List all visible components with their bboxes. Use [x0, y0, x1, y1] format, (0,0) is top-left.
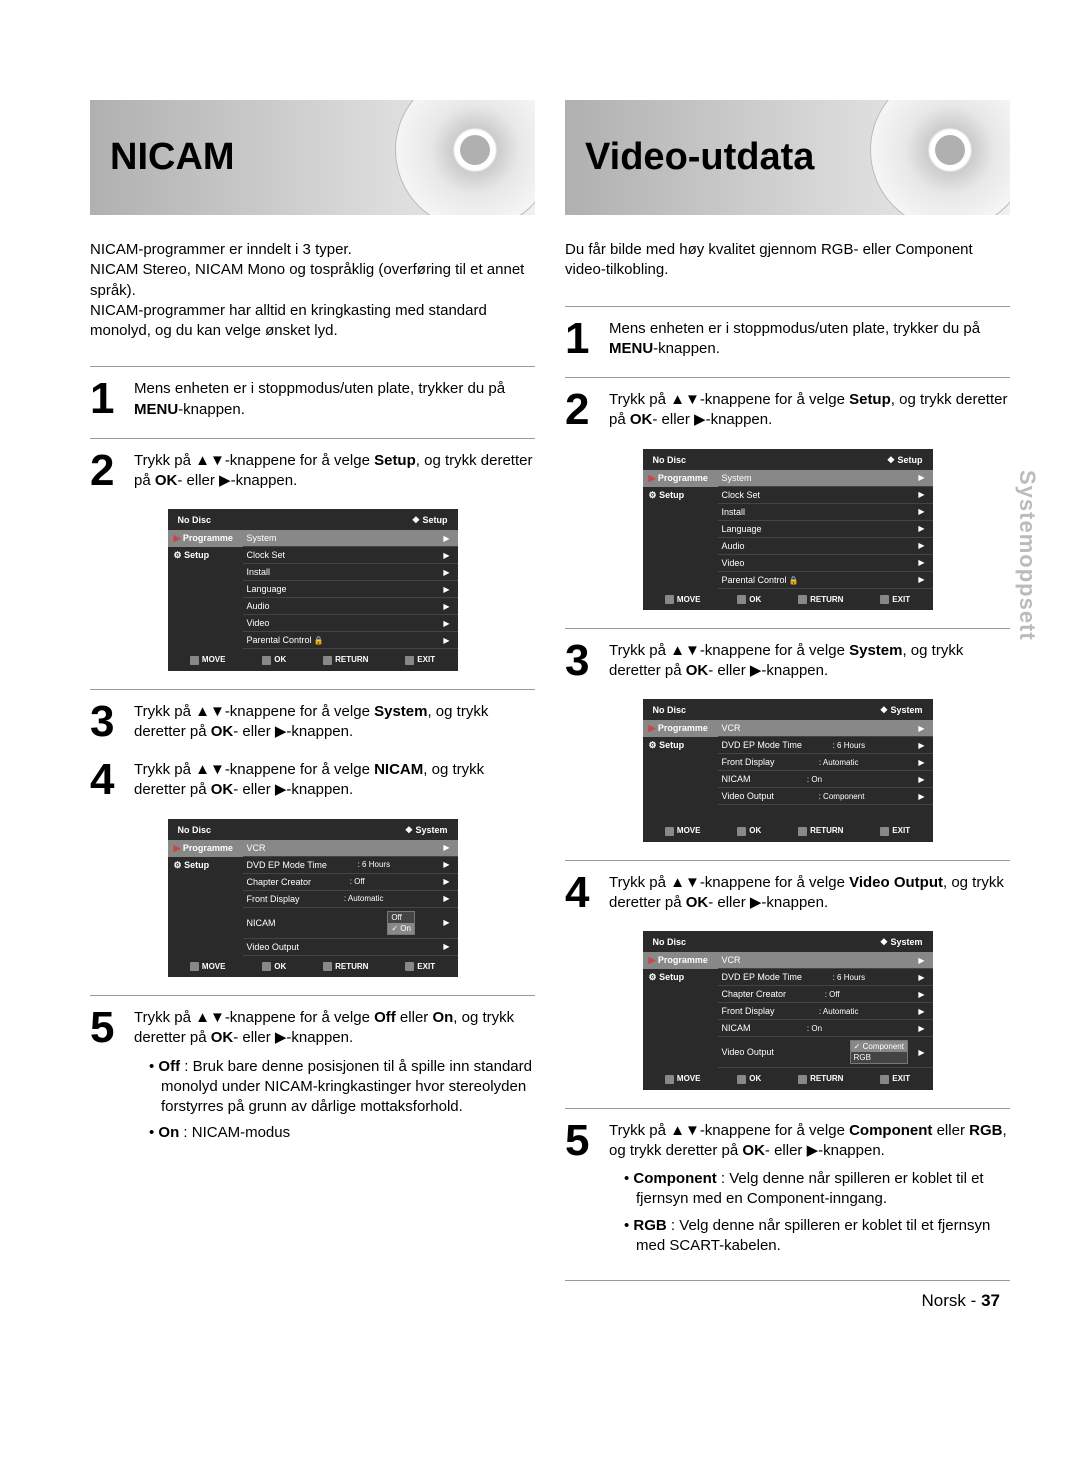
- left-title: NICAM: [110, 136, 235, 179]
- step-text: Trykk på ▲▼-knappene for å velge NICAM, …: [134, 760, 535, 801]
- right-step-2: 2 Trykk på ▲▼-knappene for å velge Setup…: [565, 377, 1010, 431]
- right-step-5: 5 Trykk på ▲▼-knappene for å velge Compo…: [565, 1108, 1010, 1263]
- right-intro: Du får bilde med høy kvalitet gjennom RG…: [565, 240, 1010, 281]
- left-step-2: 2 Trykk på ▲▼-knappene for å velge Setup…: [90, 438, 535, 492]
- disc-icon: [870, 100, 1010, 215]
- bottom-rule: [565, 1280, 1010, 1281]
- disc-icon: [395, 100, 535, 215]
- step-number: 4: [90, 760, 124, 801]
- step-text: Trykk på ▲▼-knappene for å velge Setup, …: [134, 451, 535, 492]
- side-tab: Systemoppsett: [1014, 470, 1040, 641]
- step-number: 1: [565, 319, 599, 360]
- step-number: 2: [565, 390, 599, 431]
- right-title: Video-utdata: [585, 136, 814, 179]
- left-step-3: 3 Trykk på ▲▼-knappene for å velge Syste…: [90, 689, 535, 743]
- step-text: Mens enheten er i stoppmodus/uten plate,…: [134, 379, 535, 420]
- option-rgb: RGB : Velg denne når spilleren er koblet…: [624, 1216, 1010, 1257]
- step-text: Trykk på ▲▼-knappene for å velge System,…: [609, 641, 1010, 682]
- left-column: NICAM NICAM-programmer er inndelt i 3 ty…: [90, 100, 535, 1311]
- step-text: Trykk på ▲▼-knappene for å velge Off ell…: [134, 1008, 535, 1150]
- step-number: 5: [90, 1008, 124, 1150]
- footer-sep: -: [971, 1291, 977, 1310]
- step-number: 4: [565, 873, 599, 914]
- step-text: Trykk på ▲▼-knappene for å velge Video O…: [609, 873, 1010, 914]
- footer-lang: Norsk: [922, 1291, 966, 1310]
- right-step-4: 4 Trykk på ▲▼-knappene for å velge Video…: [565, 860, 1010, 914]
- left-header: NICAM: [90, 100, 535, 215]
- footer-page: 37: [981, 1291, 1000, 1310]
- step-number: 2: [90, 451, 124, 492]
- right-step-3: 3 Trykk på ▲▼-knappene for å velge Syste…: [565, 628, 1010, 682]
- option-on: On : NICAM-modus: [149, 1123, 535, 1143]
- right-step-1: 1 Mens enheten er i stoppmodus/uten plat…: [565, 306, 1010, 360]
- step-text: Mens enheten er i stoppmodus/uten plate,…: [609, 319, 1010, 360]
- osd-setup-right: No DiscSetup ProgrammeSystem▶ SetupClock…: [643, 449, 933, 610]
- step-number: 3: [90, 702, 124, 743]
- left-step-5: 5 Trykk på ▲▼-knappene for å velge Off e…: [90, 995, 535, 1150]
- step-text-main: Trykk på ▲▼-knappene for å velge Off ell…: [134, 1009, 514, 1046]
- osd-system-right-b: No DiscSystem ProgrammeVCR▶ SetupDVD EP …: [643, 931, 933, 1089]
- step-text: Trykk på ▲▼-knappene for å velge Compone…: [609, 1121, 1010, 1263]
- osd-system-right-a: No DiscSystem ProgrammeVCR▶ SetupDVD EP …: [643, 699, 933, 841]
- right-header: Video-utdata: [565, 100, 1010, 215]
- option-off: Off : Bruk bare denne posisjonen til å s…: [149, 1057, 535, 1118]
- left-step-4: 4 Trykk på ▲▼-knappene for å velge NICAM…: [90, 760, 535, 801]
- step-text-main: Trykk på ▲▼-knappene for å velge Compone…: [609, 1122, 1007, 1159]
- page-footer: Norsk - 37: [565, 1291, 1010, 1311]
- step-number: 5: [565, 1121, 599, 1263]
- step-number: 3: [565, 641, 599, 682]
- step-text: Trykk på ▲▼-knappene for å velge Setup, …: [609, 390, 1010, 431]
- osd-setup-left: No DiscSetup ProgrammeSystem▶ SetupClock…: [168, 509, 458, 670]
- left-intro: NICAM-programmer er inndelt i 3 typer.NI…: [90, 240, 535, 341]
- osd-system-left: No DiscSystem ProgrammeVCR▶ SetupDVD EP …: [168, 819, 458, 977]
- step-number: 1: [90, 379, 124, 420]
- option-component: Component : Velg denne når spilleren er …: [624, 1169, 1010, 1210]
- step-text: Trykk på ▲▼-knappene for å velge System,…: [134, 702, 535, 743]
- left-step-1: 1 Mens enheten er i stoppmodus/uten plat…: [90, 366, 535, 420]
- right-column: Video-utdata Du får bilde med høy kvalit…: [565, 100, 1010, 1311]
